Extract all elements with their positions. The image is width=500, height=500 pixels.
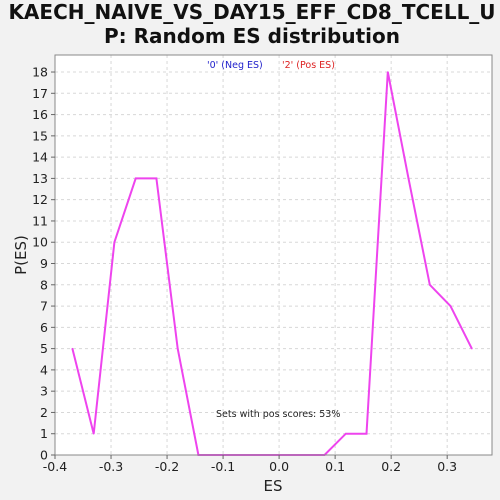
plot-area	[55, 55, 492, 455]
y-tick-label: 0	[40, 448, 48, 463]
y-tick-label: 8	[40, 277, 48, 292]
es-data-point	[407, 177, 410, 180]
x-tick-label: -0.1	[211, 459, 235, 474]
y-tick-label: 2	[40, 405, 48, 420]
y-tick-label: 12	[32, 192, 48, 207]
plot-border	[54, 54, 493, 456]
chart-title-line-1: KAECH_NAIVE_VS_DAY15_EFF_CD8_TCELL_U	[8, 0, 495, 24]
y-tick-label: 18	[32, 65, 48, 80]
y-tick-label: 3	[40, 384, 48, 399]
es-data-point	[155, 177, 158, 180]
es-data-point	[386, 71, 389, 73]
x-tick-label: 0.3	[437, 459, 457, 474]
chart-title-line-2: P: Random ES distribution	[104, 24, 400, 48]
grid-lines	[55, 55, 492, 455]
es-data-point	[344, 432, 347, 435]
legend-neg-es: '0' (Neg ES)	[207, 60, 263, 71]
x-axis-label: ES	[264, 477, 283, 495]
y-tick-label: 6	[40, 320, 48, 335]
y-tick-label: 10	[32, 235, 48, 250]
x-tick-label: 0.1	[325, 459, 345, 474]
y-tick-label: 5	[40, 341, 48, 356]
es-data-point	[471, 347, 473, 350]
y-tick-label: 16	[32, 107, 48, 122]
es-data-point	[92, 432, 95, 435]
es-data-point	[134, 177, 137, 180]
es-data-point	[429, 283, 431, 286]
y-tick-label: 11	[32, 213, 48, 228]
es-data-point	[71, 347, 74, 350]
y-tick-label: 1	[40, 426, 48, 441]
y-tick-label: 4	[40, 362, 48, 377]
x-tick-label: -0.4	[43, 459, 67, 474]
es-data-point	[449, 305, 452, 307]
y-axis-label: P(ES)	[12, 235, 30, 275]
y-tick-label: 15	[32, 128, 48, 143]
pos-scores-annotation: Sets with pos scores: 53%	[216, 409, 340, 420]
x-tick-label: 0.2	[381, 459, 401, 474]
y-tick-label: 14	[32, 150, 48, 165]
x-tick-label: -0.3	[99, 459, 123, 474]
es-data-point	[176, 347, 179, 350]
es-data-point	[113, 241, 116, 244]
es-data-point	[365, 432, 368, 435]
y-tick-label: 7	[40, 299, 48, 314]
x-tick-label: -0.2	[155, 459, 179, 474]
x-tick-label: 0.0	[269, 459, 289, 474]
y-tick-label: 9	[40, 256, 48, 271]
y-tick-label: 13	[32, 171, 48, 186]
legend-pos-es: '2' (Pos ES)	[282, 60, 335, 71]
y-tick-label: 17	[32, 86, 48, 101]
